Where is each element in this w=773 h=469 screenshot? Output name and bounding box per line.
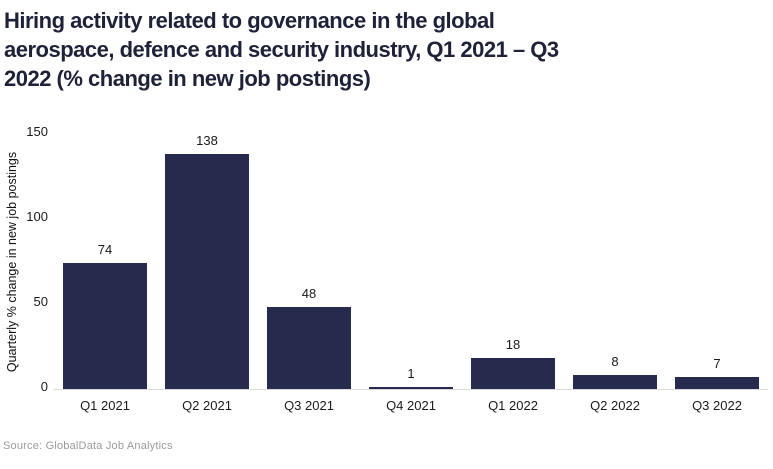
bar-value-label: 1 [407, 366, 415, 382]
bar [165, 154, 249, 389]
x-tick-label: Q3 2022 [692, 398, 742, 413]
bar-column: 8 [564, 134, 666, 389]
x-tick-label: Q4 2021 [386, 398, 436, 413]
page-title: Hiring activity related to governance in… [4, 6, 559, 93]
x-tick-label: Q1 2021 [80, 398, 130, 413]
x-tick-label: Q1 2022 [488, 398, 538, 413]
bar-value-label: 7 [713, 356, 721, 372]
x-axis-labels: Q1 2021 Q2 2021 Q3 2021 Q4 2021 Q1 2022 Q2 20… [54, 398, 768, 413]
source-note: Source: GlobalData Job Analytics [3, 440, 173, 452]
bar [369, 387, 453, 389]
bar [573, 375, 657, 389]
bar-value-label: 138 [196, 133, 218, 149]
y-tick-label: 100 [26, 209, 48, 224]
y-tick-label: 50 [33, 294, 48, 309]
bar-column: 7 [666, 134, 768, 389]
x-tick-label: Q3 2021 [284, 398, 334, 413]
bar-column: 138 [156, 134, 258, 389]
x-tick-label: Q2 2021 [182, 398, 232, 413]
y-tick-label: 150 [26, 124, 48, 139]
bar-value-label: 48 [301, 286, 317, 302]
title-line-2: aerospace, defence and security industry… [4, 37, 559, 62]
bar-column: 48 [258, 134, 360, 389]
bar [675, 377, 759, 389]
bar [471, 358, 555, 389]
bar-column: 1 [360, 134, 462, 389]
x-tick-label: Q2 2022 [590, 398, 640, 413]
title-line-1: Hiring activity related to governance in… [4, 8, 495, 33]
bar-column: 18 [462, 134, 564, 389]
y-axis-ticks: 0 50 100 150 [0, 125, 48, 394]
bar-value-label: 18 [505, 337, 521, 353]
y-tick-label: 0 [40, 379, 48, 394]
bar [267, 307, 351, 389]
plot-area: 74 138 48 1 18 8 7 [54, 134, 768, 390]
bar-value-label: 74 [97, 242, 113, 258]
bar-column: 74 [54, 134, 156, 389]
bar-value-label: 8 [611, 354, 619, 370]
bar [63, 263, 147, 389]
title-line-3: 2022 (% change in new job postings) [4, 66, 371, 91]
